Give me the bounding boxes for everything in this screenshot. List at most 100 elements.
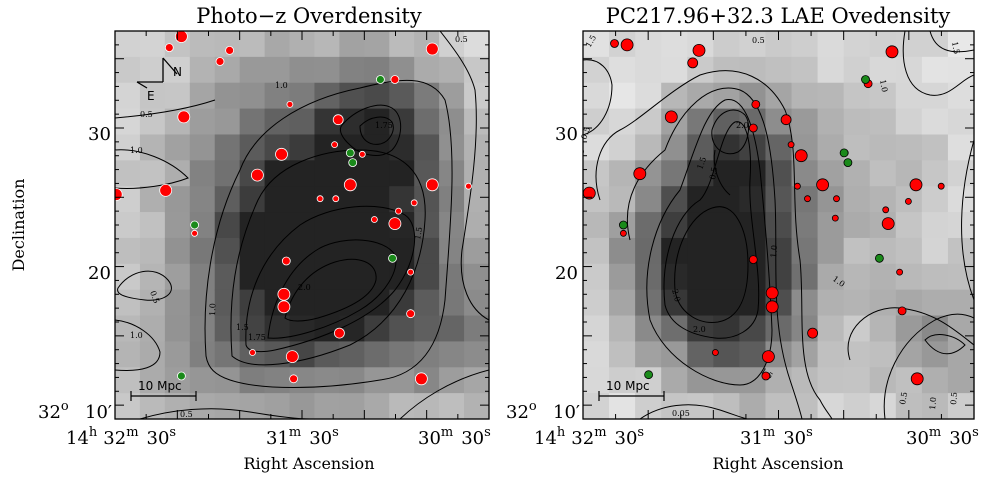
density-cell	[264, 367, 291, 394]
density-cell	[817, 263, 845, 291]
density-cell	[635, 212, 662, 239]
density-cell	[364, 315, 390, 342]
density-cell	[314, 56, 340, 84]
red-source-marker	[910, 372, 924, 386]
density-cell	[464, 367, 490, 394]
density-cell	[791, 237, 819, 265]
scale-bar	[130, 391, 197, 401]
dec-origin-label: 32o	[38, 399, 69, 423]
density-cell	[464, 237, 490, 265]
density-cell	[139, 212, 166, 239]
density-cell	[339, 315, 365, 342]
contour-line	[639, 404, 749, 419]
density-cell	[439, 341, 465, 368]
density-cell	[895, 212, 923, 239]
density-cell	[817, 56, 845, 84]
scale-bar-label: 10 Mpc	[138, 379, 182, 393]
density-cell	[239, 82, 266, 110]
density-cell	[339, 289, 365, 317]
contour-label: 0.5	[455, 35, 468, 44]
contour-line	[711, 109, 749, 155]
contours	[583, 31, 974, 419]
density-cell	[414, 212, 440, 239]
density-cell	[414, 82, 440, 110]
y-axis-label: Declination	[9, 179, 28, 272]
density-cell	[389, 263, 415, 291]
density-cell	[439, 263, 465, 291]
density-cell	[635, 341, 662, 368]
density-cell	[635, 186, 662, 213]
contour-label: 1.75	[375, 121, 393, 130]
contour-label: 0.05	[672, 409, 690, 418]
density-cell	[661, 289, 688, 317]
density-cell	[289, 56, 316, 84]
contour-line	[115, 319, 161, 371]
density-cell	[464, 315, 490, 342]
density-cell	[115, 31, 141, 58]
density-cell	[583, 393, 610, 420]
density-cell	[869, 367, 897, 394]
density-cell	[264, 82, 291, 110]
green-source-marker	[843, 158, 853, 168]
density-cell	[609, 160, 636, 187]
density-cell	[115, 212, 141, 239]
density-cell	[464, 108, 490, 136]
density-map	[115, 31, 490, 420]
density-cell	[687, 237, 714, 265]
density-cell	[214, 341, 241, 368]
contour-line	[961, 139, 974, 301]
contour-line	[399, 369, 489, 419]
density-cell	[895, 82, 923, 110]
red-source-marker	[406, 309, 416, 319]
density-cell	[687, 393, 714, 420]
density-cell	[583, 237, 610, 265]
ra-tick-label: 31m 30s	[740, 425, 813, 449]
density-cell	[364, 237, 390, 265]
contour-line	[439, 31, 489, 321]
density-cell	[115, 315, 141, 342]
panel-lae: PC217.96+32.3 LAE Ovedensity 0.5 1.5 0.5…	[506, 4, 979, 473]
dec-origin-label: 32o	[506, 399, 537, 423]
red-source-marker	[804, 195, 811, 203]
red-source-marker	[794, 182, 801, 190]
red-source-marker	[905, 197, 912, 205]
compass	[136, 57, 178, 89]
density-cell	[817, 289, 845, 317]
density-cell	[214, 315, 241, 342]
density-cell	[164, 134, 191, 161]
density-cell	[635, 108, 662, 136]
density-cell	[791, 31, 819, 58]
sources	[583, 38, 945, 386]
density-cell	[439, 367, 465, 394]
density-cell	[189, 315, 216, 342]
density-cell	[364, 341, 390, 368]
density-cell	[895, 237, 923, 265]
density-cell	[895, 341, 923, 368]
density-cell	[239, 393, 266, 420]
density-cell	[687, 108, 714, 136]
red-source-marker	[285, 350, 299, 364]
contour-line	[626, 87, 803, 419]
density-cell	[239, 186, 266, 213]
red-source-marker	[277, 300, 291, 314]
density-cell	[869, 134, 897, 161]
density-cell	[214, 134, 241, 161]
density-cell	[164, 160, 191, 187]
density-cell	[339, 31, 365, 58]
density-cell	[817, 367, 845, 394]
density-cell	[817, 393, 845, 420]
density-cell	[414, 186, 440, 213]
density-cell	[464, 160, 490, 187]
density-cell	[139, 108, 166, 136]
density-cell	[713, 31, 740, 58]
density-cell	[439, 108, 465, 136]
density-cell	[439, 315, 465, 342]
density-cell	[739, 31, 767, 58]
density-cell	[947, 263, 975, 291]
dec-tick-label: 10′	[553, 402, 580, 423]
density-cell	[189, 341, 216, 368]
density-cell	[661, 393, 688, 420]
density-cell	[843, 186, 871, 213]
density-cell	[635, 82, 662, 110]
